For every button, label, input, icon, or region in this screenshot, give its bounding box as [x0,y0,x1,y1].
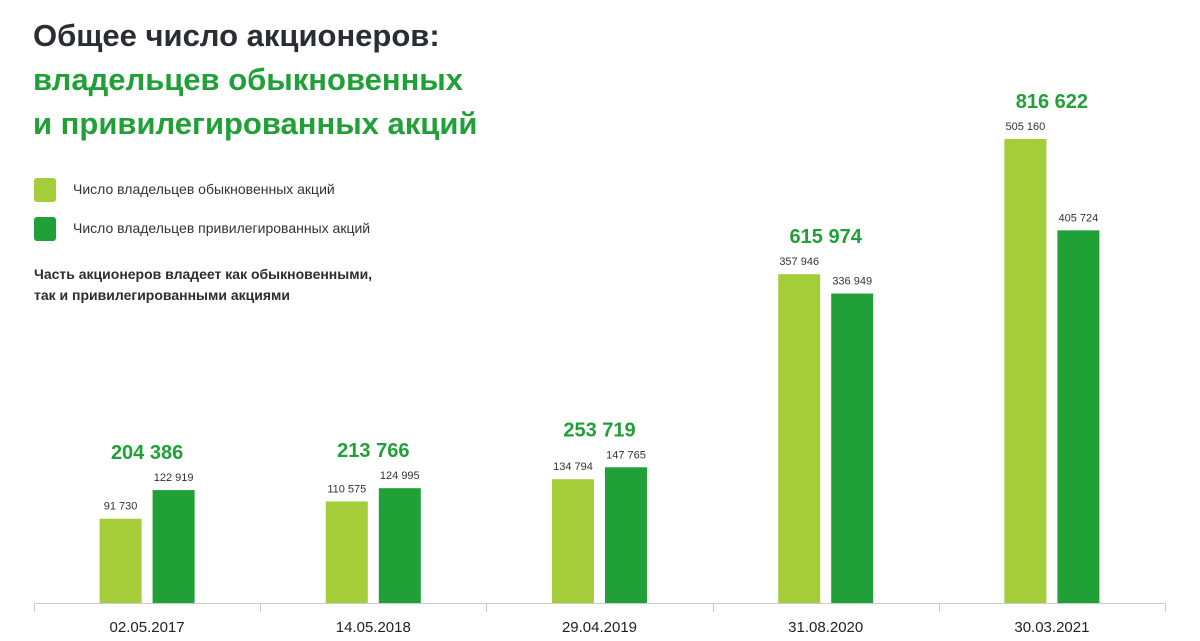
bar-ordinary [552,479,594,603]
chart-title: Общее число акционеров: владельцев обыкн… [33,14,477,146]
bar-ordinary [99,518,142,603]
note-line-1: Часть акционеров владеет как обыкновенны… [34,266,373,282]
x-tick-label: 29.04.2019 [562,619,637,636]
data-label-preferred: 336 949 [832,276,872,288]
title-line-2: владельцев обыкновенных [33,62,464,97]
legend-swatch-preferred [34,217,56,241]
data-label-preferred: 405 724 [1059,212,1099,224]
x-tick-label: 30.03.2021 [1014,619,1089,636]
legend-label-ordinary: Число владельцев обыкновенных акций [73,181,335,197]
bar-preferred [378,488,421,603]
data-label-preferred: 122 919 [154,472,194,484]
data-label-ordinary: 357 946 [779,256,819,268]
bar-ordinary [778,274,821,603]
data-label-ordinary: 505 160 [1006,121,1046,133]
bar-preferred [152,490,195,603]
title-line-3: и привилегированных акций [33,106,478,141]
total-label: 204 386 [111,442,183,464]
x-tick-label: 31.08.2020 [788,619,863,636]
data-label-ordinary: 110 575 [327,483,366,495]
bar-ordinary [1004,139,1047,603]
data-label-ordinary: 91 730 [104,501,138,513]
total-label: 816 622 [1016,91,1088,113]
bar-preferred [1057,230,1100,603]
data-label-preferred: 147 765 [606,449,646,461]
x-tick-label: 14.05.2018 [336,619,411,636]
chart-note: Часть акционеров владеет как обыкновенны… [34,264,372,306]
note-line-2: так и привилегированными акциями [34,287,290,303]
bar-preferred [605,467,647,603]
total-label: 253 719 [563,419,635,441]
legend-label-preferred: Число владельцев привилегированных акций [73,220,371,236]
x-tick-label: 02.05.2017 [110,619,185,636]
data-label-ordinary: 134 794 [553,461,593,473]
total-label: 615 974 [790,226,863,248]
bar-ordinary [325,501,368,603]
total-label: 213 766 [337,440,409,462]
data-label-preferred: 124 995 [380,470,420,482]
bar-preferred [831,293,874,603]
legend-swatch-ordinary [34,178,56,202]
title-line-1: Общее число акционеров: [33,18,440,53]
